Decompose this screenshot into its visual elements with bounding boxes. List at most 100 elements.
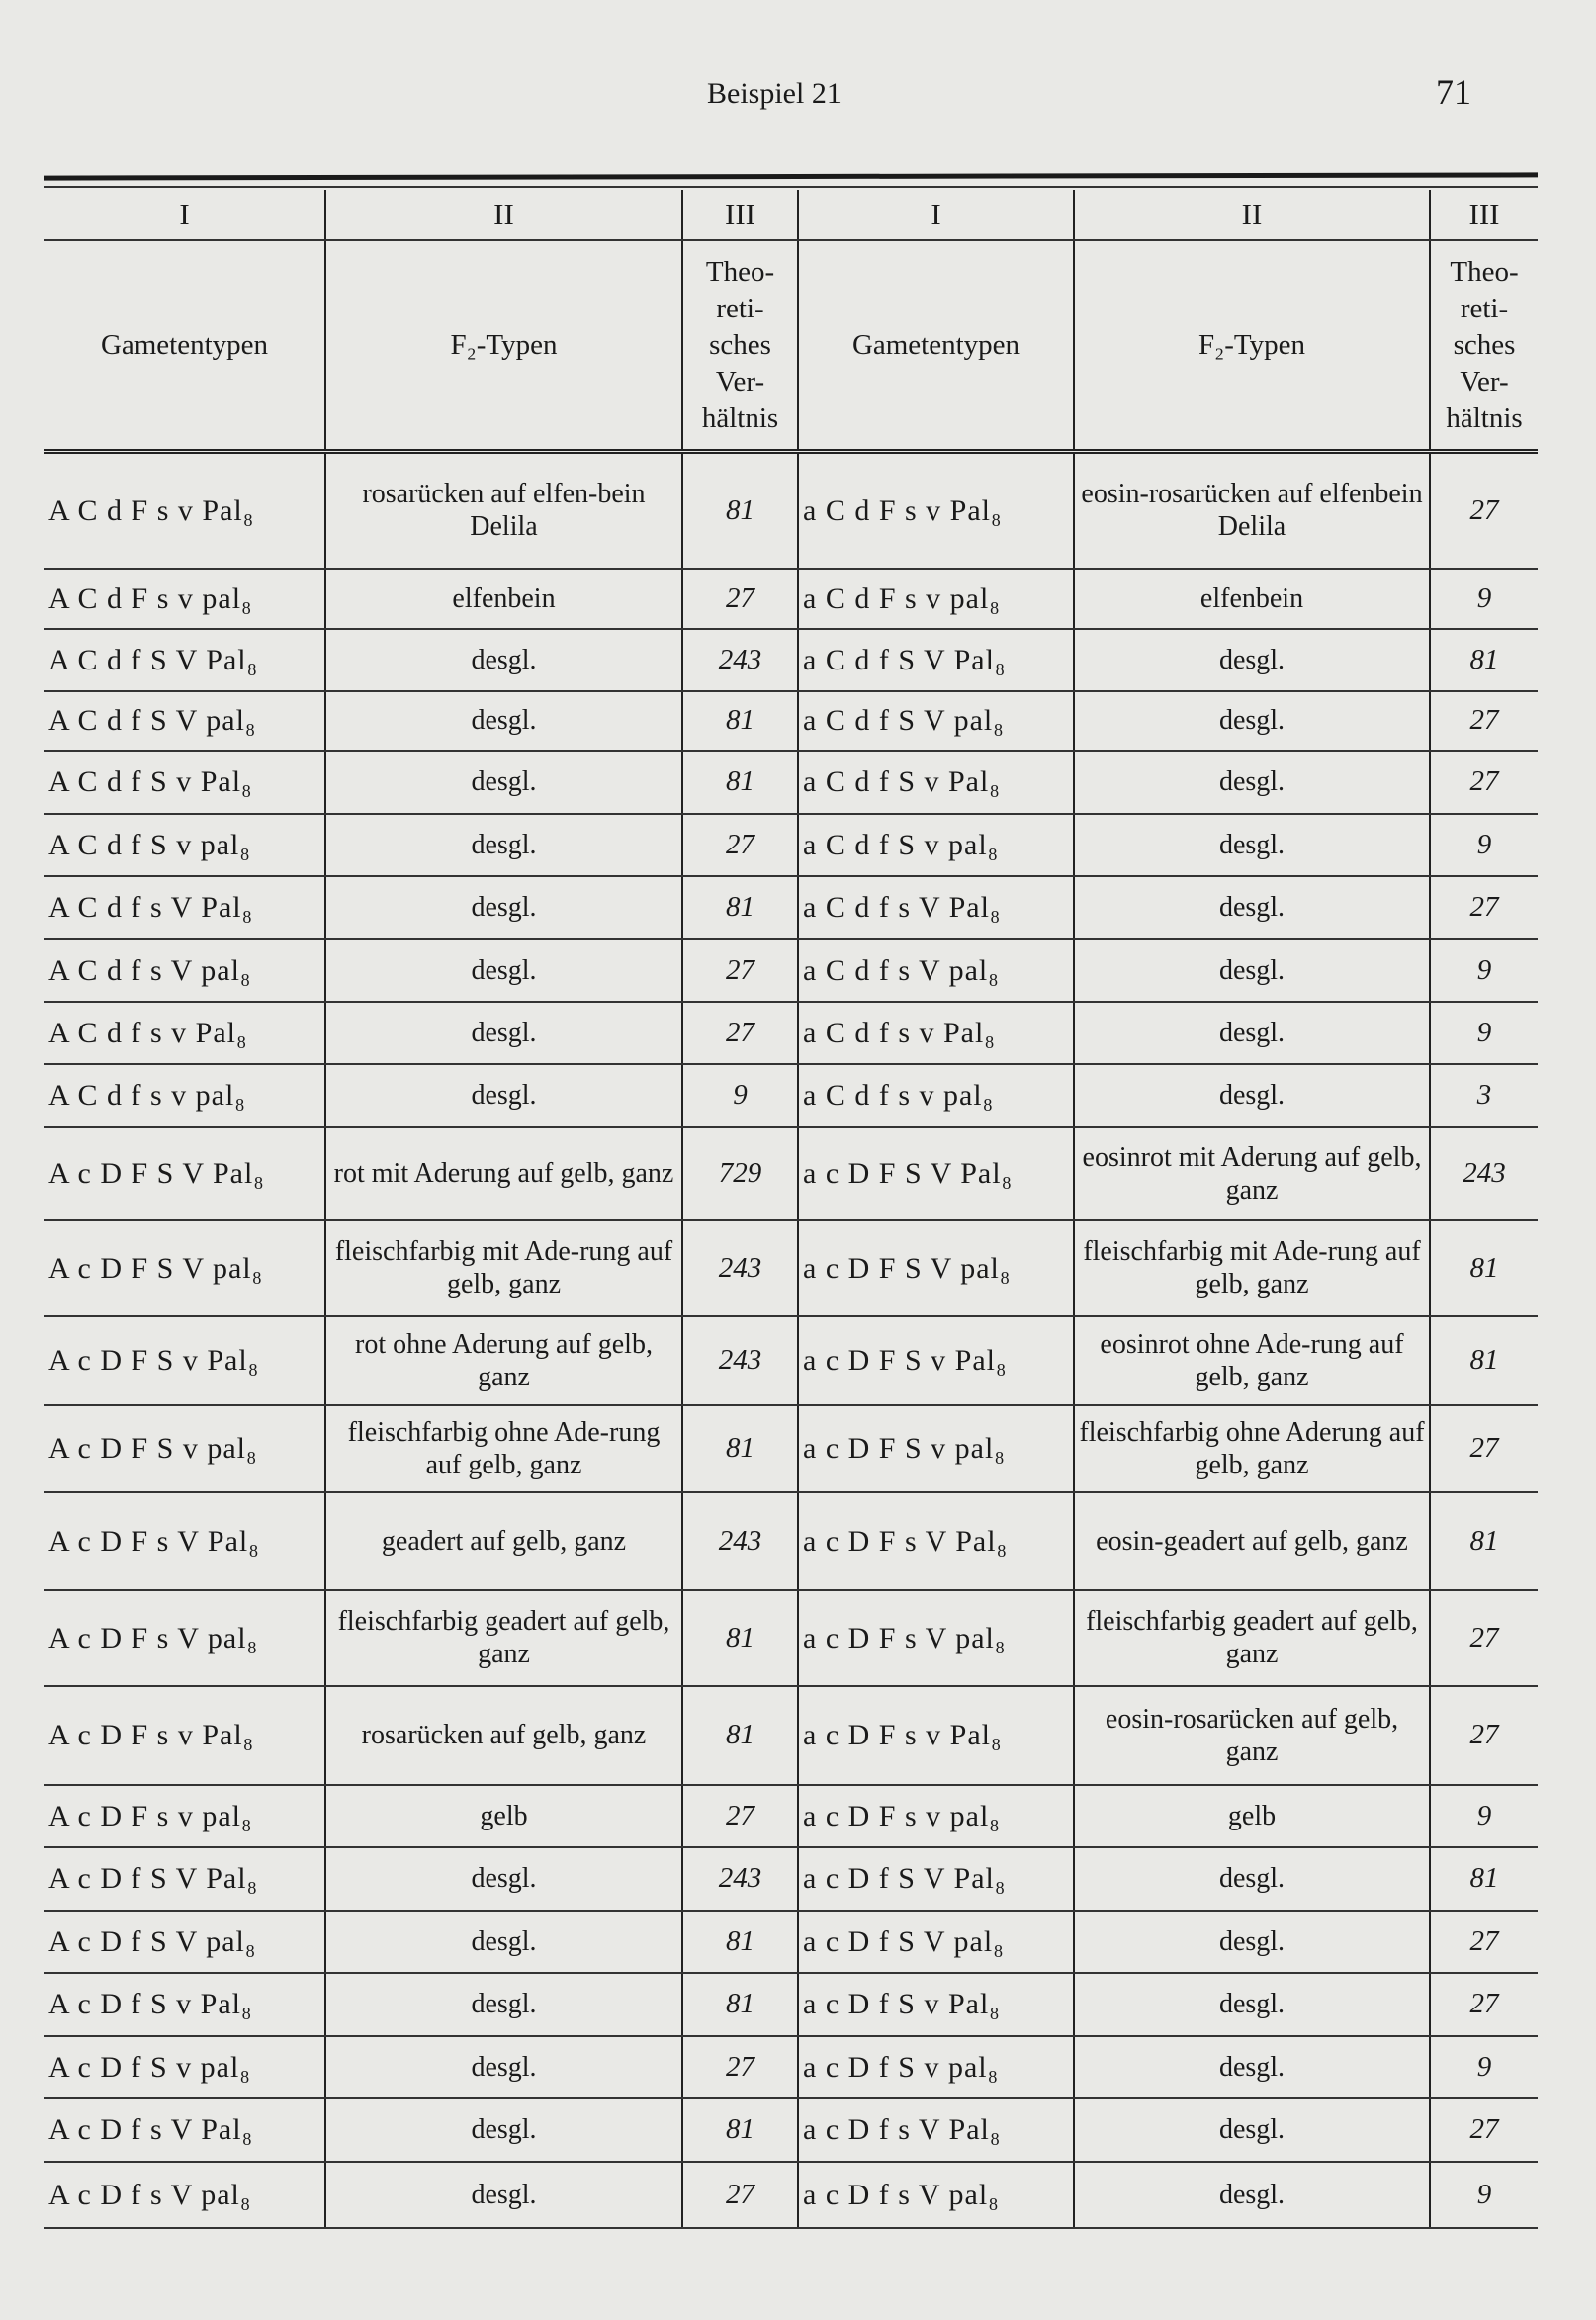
table-row: A c D f s V Pal₈ desgl. 81 a c D f s V Pal₈… (44, 2097, 1538, 2163)
ratio: 81 (681, 451, 798, 570)
ratio: 27 (1429, 750, 1538, 815)
ratio: 9 (1429, 813, 1538, 877)
f2-type: fleischfarbig mit Ade-rung auf gelb, gan… (324, 1219, 682, 1317)
table-row: A c D F S v Pal₈ rot ohne Aderung auf gel… (44, 1315, 1538, 1406)
gamete-type: a c D F s V Pal₈ (797, 1491, 1074, 1591)
f2-type: rosarücken auf elfen-bein Delila (324, 451, 682, 570)
gamete-type: A C d f s V pal₈ (44, 938, 325, 1003)
ratio: 9 (1429, 568, 1538, 630)
f2-type: desgl. (324, 1001, 682, 1065)
column-number: II (1073, 190, 1430, 241)
f2-type: desgl. (324, 628, 682, 692)
f2-type: fleischfarbig geadert auf gelb, ganz (1073, 1589, 1430, 1687)
f2-type: desgl. (324, 750, 682, 815)
f2-type: eosin-geadert auf gelb, ganz (1073, 1491, 1430, 1591)
ratio: 81 (1429, 628, 1538, 692)
gamete-type: A c D F s v Pal₈ (44, 1685, 325, 1786)
gamete-type: A C d f s v Pal₈ (44, 1001, 325, 1065)
f2-type: desgl. (324, 2035, 682, 2099)
ratio: 81 (681, 2097, 798, 2163)
column-number: III (1429, 190, 1538, 241)
gamete-type: a c D f s V Pal₈ (797, 2097, 1074, 2163)
f2-type: elfenbein (324, 568, 682, 630)
gamete-type: a c D f S v pal₈ (797, 2035, 1074, 2099)
ratio: 9 (1429, 2035, 1538, 2099)
ratio: 81 (1429, 1219, 1538, 1317)
table-row: A C d f S v Pal₈ desgl. 81 a C d f S v Pal₈… (44, 750, 1538, 815)
gamete-type: A c D F S V pal₈ (44, 1219, 325, 1317)
ratio: 81 (681, 875, 798, 940)
top-rule-thin (44, 186, 1538, 188)
f2-type: rot mit Aderung auf gelb, ganz (324, 1126, 682, 1221)
f2-type: fleischfarbig mit Ade-rung auf gelb, gan… (1073, 1219, 1430, 1317)
gamete-type: A C d F s v Pal₈ (44, 451, 325, 570)
gamete-type: A c D F s V pal₈ (44, 1589, 325, 1687)
ratio: 27 (681, 2161, 798, 2229)
ratio: 243 (1429, 1126, 1538, 1221)
ratio: 27 (1429, 1685, 1538, 1786)
column-header: Gametentypen (797, 240, 1074, 454)
ratio: 27 (1429, 875, 1538, 940)
ratio: 81 (681, 1589, 798, 1687)
f2-type: desgl. (324, 1910, 682, 1974)
roman-header-row: I II III I II III (44, 190, 1538, 241)
gamete-type: A c D f S V Pal₈ (44, 1846, 325, 1912)
f2-type: desgl. (1073, 2035, 1430, 2099)
ratio: 81 (681, 1404, 798, 1493)
ratio: 27 (681, 938, 798, 1003)
column-header-row: Gametentypen F₂-Typen Theo- reti- sches … (44, 240, 1538, 454)
column-number: III (681, 190, 798, 241)
gamete-type: a c D F s v pal₈ (797, 1784, 1074, 1848)
ratio: 27 (681, 1001, 798, 1065)
table-row: A C d f s V Pal₈ desgl. 81 a C d f s V Pal₈… (44, 875, 1538, 940)
column-number: I (44, 190, 325, 241)
table-row: A C d f s v pal₈ desgl. 9 a C d f s v pal₈ d… (44, 1063, 1538, 1128)
gamete-type: A c D F S v Pal₈ (44, 1315, 325, 1406)
ratio: 81 (681, 1972, 798, 2037)
f2-type: desgl. (1073, 938, 1430, 1003)
gamete-type: a c D f S v Pal₈ (797, 1972, 1074, 2037)
f2-type: desgl. (324, 2097, 682, 2163)
f2-type: desgl. (1073, 1001, 1430, 1065)
gamete-type: a c D F S V Pal₈ (797, 1126, 1074, 1221)
f2-type: elfenbein (1073, 568, 1430, 630)
f2-type: geadert auf gelb, ganz (324, 1491, 682, 1591)
table-row: A C d f S V pal₈ desgl. 81 a C d f S V pal₈… (44, 690, 1538, 752)
ratio: 81 (1429, 1315, 1538, 1406)
ratio: 81 (681, 750, 798, 815)
ratio: 81 (681, 1685, 798, 1786)
f2-type: desgl. (1073, 875, 1430, 940)
top-rule (44, 172, 1539, 181)
ratio: 27 (1429, 1972, 1538, 2037)
table-row: A C d f s V pal₈ desgl. 27 a C d f s V pal₈… (44, 938, 1538, 1003)
f2-type: fleischfarbig geadert auf gelb, ganz (324, 1589, 682, 1687)
f2-type: desgl. (324, 875, 682, 940)
gamete-type: a c D f S V pal₈ (797, 1910, 1074, 1974)
gamete-type: a C d f s V Pal₈ (797, 875, 1074, 940)
f2-type: desgl. (1073, 628, 1430, 692)
gamete-type: a C d f S v pal₈ (797, 813, 1074, 877)
f2-type: desgl. (1073, 2161, 1430, 2229)
gamete-type: A c D f s V Pal₈ (44, 2097, 325, 2163)
f2-type: desgl. (1073, 690, 1430, 752)
gamete-type: a C d f S v Pal₈ (797, 750, 1074, 815)
f2-type: fleischfarbig ohne Aderung auf gelb, gan… (1073, 1404, 1430, 1493)
f2-type: desgl. (324, 813, 682, 877)
ratio: 27 (1429, 1589, 1538, 1687)
ratio: 27 (1429, 1404, 1538, 1493)
column-number: I (797, 190, 1074, 241)
ratio: 81 (1429, 1846, 1538, 1912)
f2-type: desgl. (324, 938, 682, 1003)
gamete-type: A C d f S v pal₈ (44, 813, 325, 877)
ratio: 3 (1429, 1063, 1538, 1128)
gamete-type: A C d F s v pal₈ (44, 568, 325, 630)
column-number: II (324, 190, 682, 241)
gamete-type: A c D F s V Pal₈ (44, 1491, 325, 1591)
gamete-type: A C d f S V pal₈ (44, 690, 325, 752)
gamete-type: a C d f s v Pal₈ (797, 1001, 1074, 1065)
table-row: A C d f S v pal₈ desgl. 27 a C d f S v pal₈… (44, 813, 1538, 877)
ratio: 27 (681, 2035, 798, 2099)
ratio: 243 (681, 628, 798, 692)
table-row: A c D f S v Pal₈ desgl. 81 a c D f S v Pal₈… (44, 1972, 1538, 2037)
table-row: A C d F s v Pal₈ rosarücken auf elfen-bei… (44, 451, 1538, 570)
